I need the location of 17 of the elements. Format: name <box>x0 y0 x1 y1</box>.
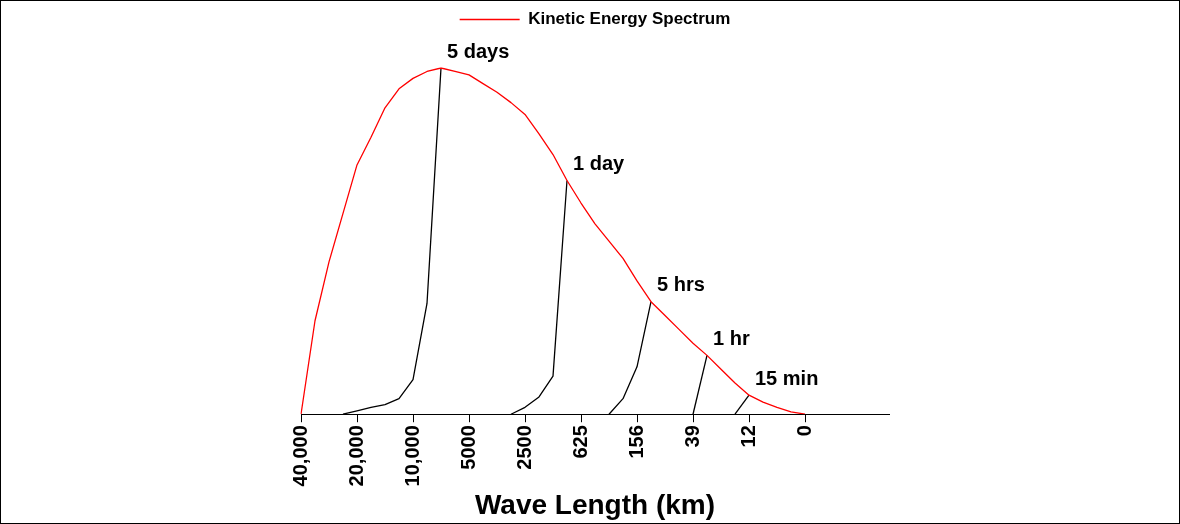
x-tick-label: 2500 <box>512 425 535 470</box>
x-tick-label: 39 <box>680 425 703 448</box>
x-tick-label: 5000 <box>456 425 479 470</box>
annotation: 5 hrs <box>657 273 705 296</box>
x-tick-label: 12 <box>736 425 759 448</box>
x-tick-label: 20,000 <box>344 425 367 487</box>
legend-label: Kinetic Energy Spectrum <box>528 9 731 29</box>
annotation: 15 min <box>755 366 819 389</box>
annotation: 1 hr <box>713 326 750 349</box>
x-tick-label: 40,000 <box>288 425 311 487</box>
x-tick-label: 10,000 <box>400 425 423 487</box>
text: 5 days <box>447 39 510 62</box>
x-axis-title: Wave Length (km) <box>474 488 716 520</box>
annotation: 1 day <box>573 152 626 175</box>
x-tick-label: 156 <box>624 425 647 459</box>
x-tick-label: 625 <box>568 425 591 459</box>
x-tick-label: 0 <box>792 425 815 437</box>
